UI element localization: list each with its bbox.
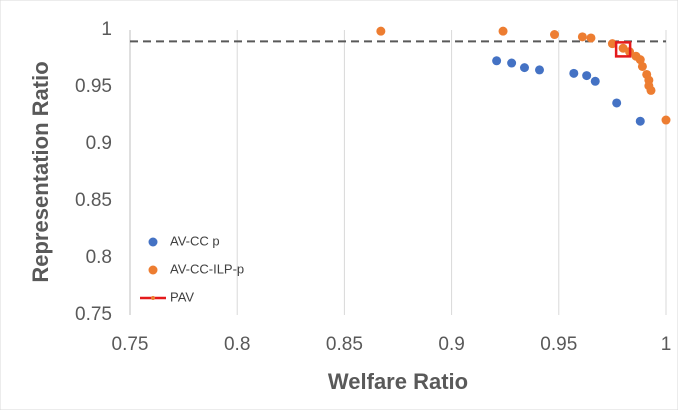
legend-swatch	[148, 237, 158, 247]
y-tick-label: 0.75	[75, 304, 112, 325]
scatter-point	[637, 61, 647, 71]
x-tick-label: 0.95	[540, 334, 577, 355]
scatter-point	[376, 26, 386, 36]
scatter-point	[507, 58, 517, 68]
scatter-point	[569, 68, 579, 78]
x-tick-label: 0.9	[438, 334, 464, 355]
scatter-point	[646, 85, 656, 95]
legend-swatch	[148, 265, 158, 275]
legend-label: AV-CC p	[170, 233, 220, 248]
x-tick-label: 0.8	[224, 334, 250, 355]
y-tick-label: 0.8	[86, 247, 112, 268]
scatter-point	[612, 98, 622, 108]
legend-swatch	[151, 296, 155, 300]
scatter-point	[607, 39, 617, 49]
x-tick-label: 0.85	[326, 334, 363, 355]
scatter-point	[577, 32, 587, 42]
scatter-point	[519, 63, 529, 73]
scatter-point	[586, 33, 596, 43]
scatter-point	[635, 55, 645, 65]
x-tick-label: 0.75	[112, 334, 149, 355]
y-axis-title: Representation Ratio	[28, 61, 53, 282]
x-tick-label: 1	[661, 334, 672, 355]
y-tick-label: 0.9	[86, 133, 112, 154]
pav-marker	[614, 41, 632, 58]
x-axis-title: Welfare Ratio	[328, 369, 468, 394]
y-tick-label: 1	[101, 19, 112, 40]
scatter-point	[590, 76, 600, 86]
scatter-point	[498, 26, 508, 36]
scatter-point	[582, 71, 592, 81]
legend-label: AV-CC-ILP-p	[170, 261, 244, 276]
scatter-point	[550, 30, 560, 40]
legend-label: PAV	[170, 289, 194, 304]
scatter-point	[535, 65, 545, 75]
scatter-point	[661, 115, 671, 125]
scatter-point	[635, 116, 645, 126]
y-tick-label: 0.85	[75, 190, 112, 211]
scatter-point	[492, 56, 502, 66]
y-tick-label: 0.95	[75, 76, 112, 97]
